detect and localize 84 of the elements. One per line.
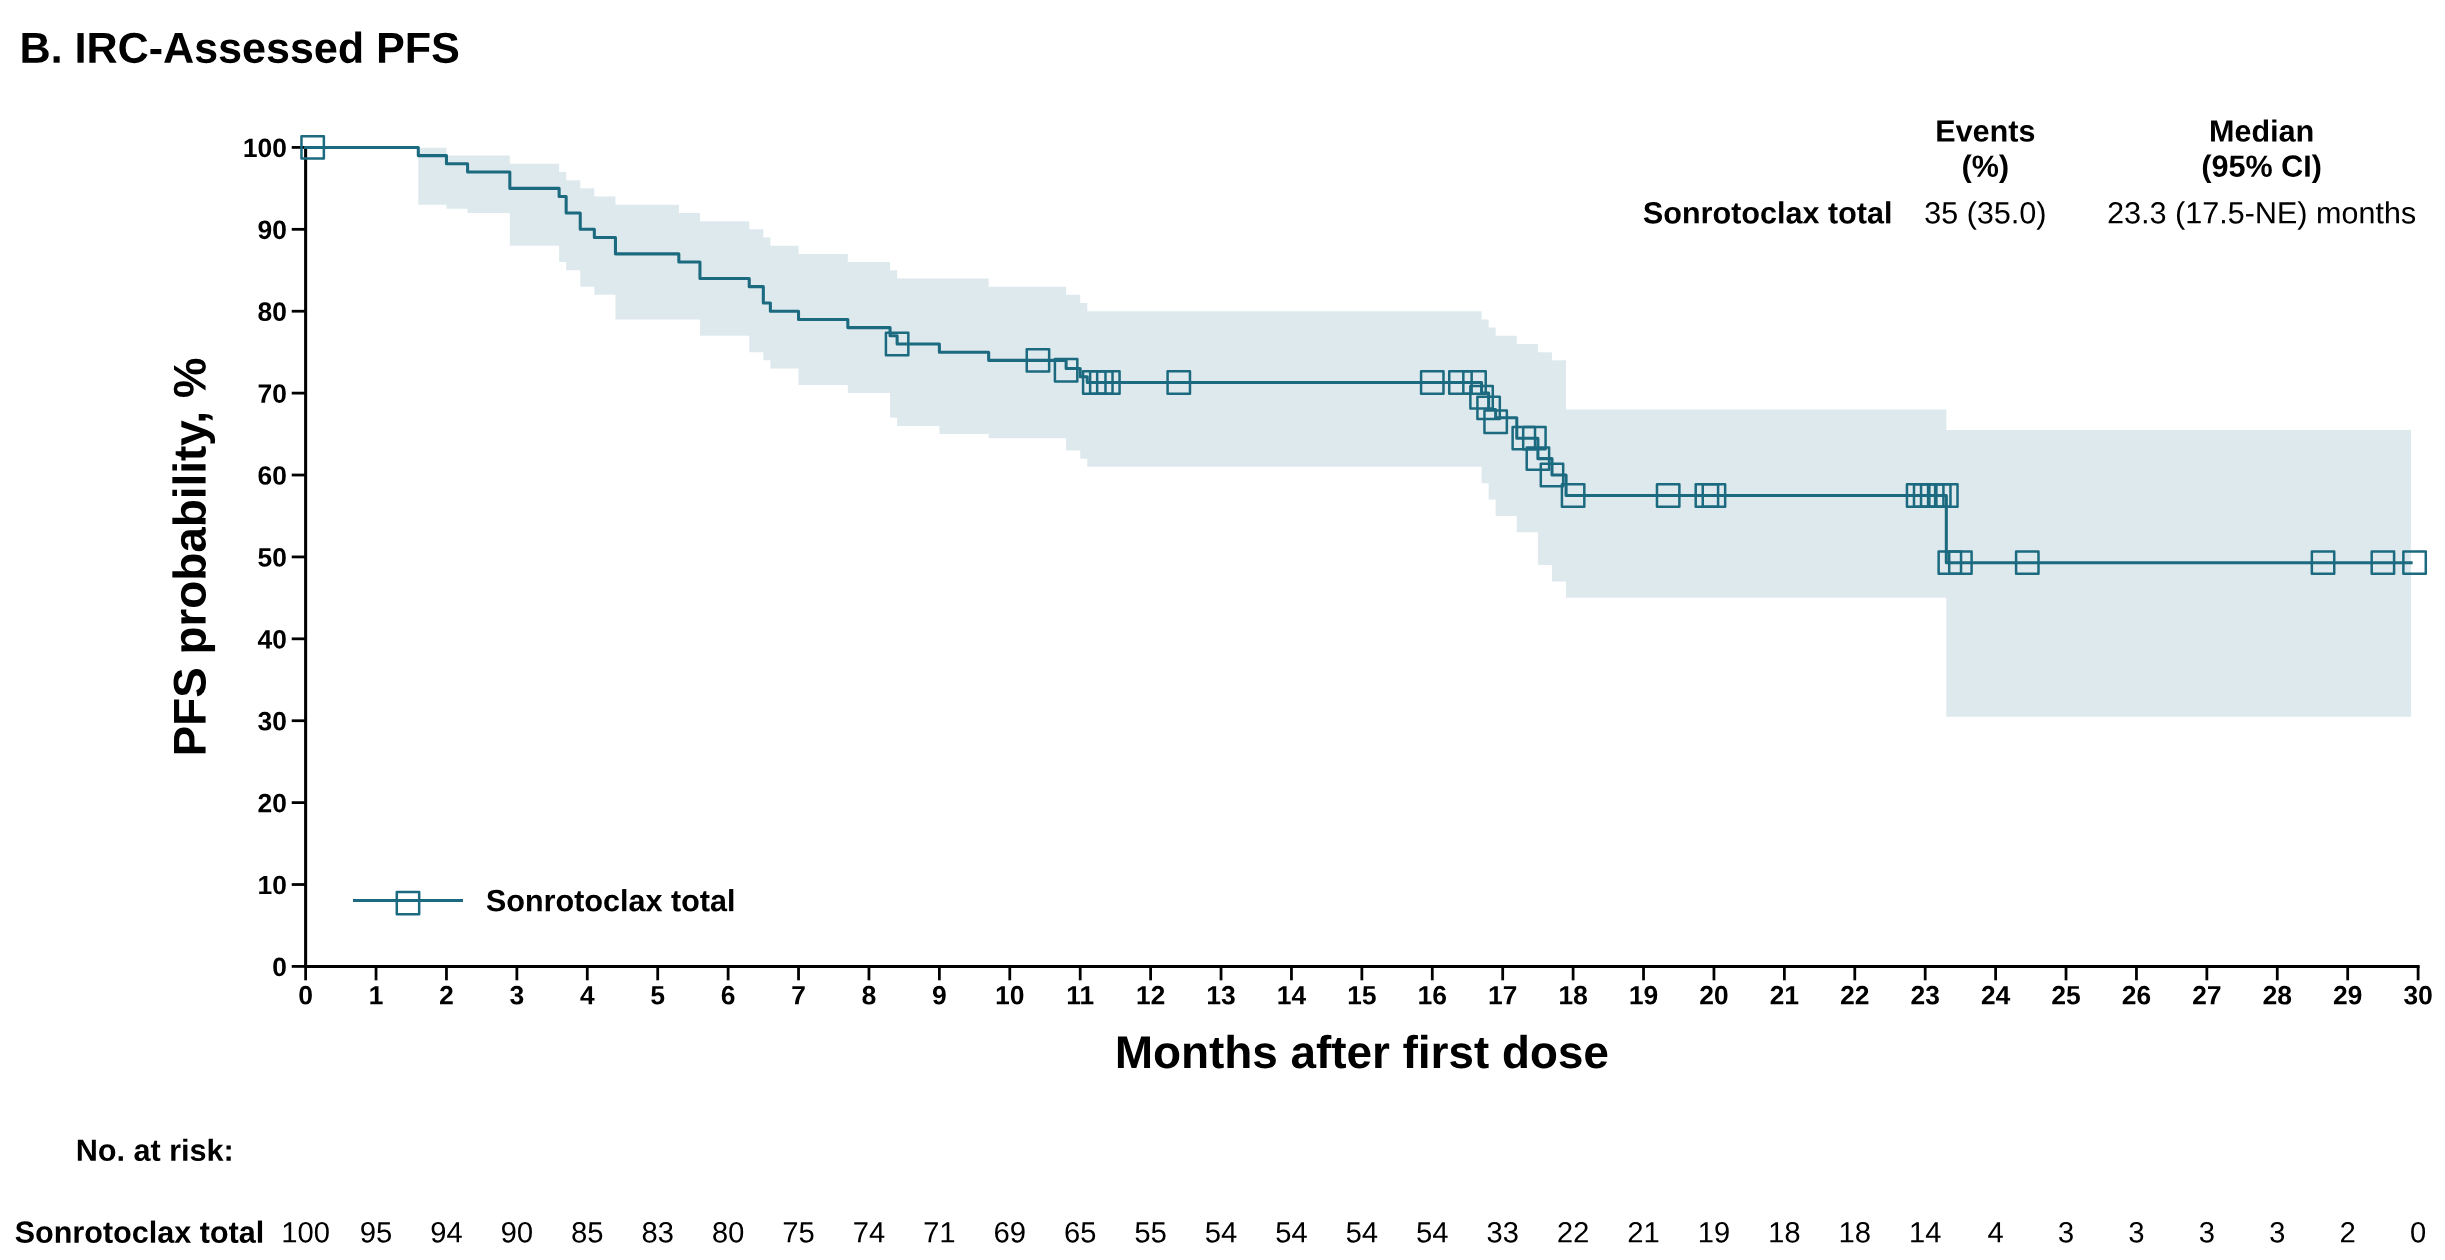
x-tick-label: 12: [1137, 985, 1165, 1005]
text: 65: [1065, 1221, 1096, 1243]
x-tick-label: 1: [370, 986, 383, 1005]
x-tick-label: 30: [2404, 985, 2432, 1005]
text: 71: [924, 1222, 955, 1243]
text: 85: [572, 1221, 603, 1243]
x-tick-label: 7: [792, 986, 805, 1005]
text: 14: [1911, 1222, 1941, 1243]
x-tick-label: 3: [510, 985, 524, 1005]
text: 69: [995, 1221, 1025, 1243]
annotation: 35 (35.0): [1925, 201, 2045, 230]
text: 90: [502, 1221, 532, 1243]
x-tick-label: 11: [1067, 986, 1094, 1005]
text: Sonrotoclax total: [15, 1220, 263, 1243]
x-tick-label: 19: [1630, 985, 1658, 1005]
x-tick-label: 17: [1489, 986, 1517, 1005]
text: 3: [2129, 1221, 2144, 1243]
x-tick-label: 26: [2122, 985, 2151, 1005]
x-tick-label: 28: [2263, 985, 2292, 1005]
y-tick-label: 60: [258, 466, 286, 485]
text: 19: [1699, 1221, 1729, 1243]
x-tick-label: 21: [1770, 985, 1799, 1005]
x-tick-label: 6: [721, 985, 735, 1005]
annotation: Events (%): [1937, 120, 2035, 183]
text: 80: [713, 1221, 744, 1243]
text: 54: [1205, 1222, 1237, 1243]
text: 74: [854, 1222, 885, 1243]
legend-label: Sonrotoclax total: [486, 889, 734, 912]
text: 0: [2411, 1221, 2426, 1243]
text: No. at risk:: [77, 1138, 231, 1162]
text: 75: [783, 1222, 814, 1243]
x-tick-label: 18: [1560, 985, 1587, 1005]
text: 95: [361, 1221, 392, 1243]
x-tick-label: 27: [2193, 985, 2221, 1005]
x-tick-label: 10: [996, 985, 1024, 1005]
text: 54: [1417, 1222, 1448, 1243]
x-tick-label: 9: [932, 985, 946, 1005]
x-tick-label: 13: [1208, 985, 1235, 1005]
y-tick-label: 0: [273, 957, 286, 977]
text: 83: [642, 1221, 673, 1243]
text: 3: [2199, 1221, 2214, 1243]
text: 21: [1628, 1221, 1659, 1243]
x-tick-label: 16: [1419, 985, 1446, 1005]
text: 22: [1558, 1221, 1588, 1243]
x-tick-label: 4: [580, 986, 595, 1005]
y-tick-label: 20: [258, 793, 286, 813]
chart-title: B. IRC-Assessed PFS: [22, 31, 459, 64]
text: 100: [283, 1221, 329, 1243]
text: 94: [431, 1221, 462, 1243]
y-tick-label: 30: [258, 711, 286, 731]
x-tick-label: 23: [1911, 985, 1939, 1005]
text: 18: [1840, 1221, 1870, 1243]
annotation: Median (95% CI): [2202, 119, 2321, 183]
y-tick-label: 50: [258, 548, 286, 567]
text: 54: [1346, 1222, 1378, 1243]
text: 2: [2341, 1221, 2355, 1243]
x-tick-label: 2: [440, 985, 453, 1005]
text: 55: [1135, 1222, 1166, 1243]
annotation: Sonrotoclax total: [1643, 201, 1891, 224]
text: 3: [2059, 1221, 2073, 1243]
x-tick-label: 8: [862, 985, 876, 1005]
x-tick-label: 15: [1348, 986, 1376, 1005]
annotation: 23.3 (17.5-NE) months: [2108, 201, 2416, 230]
y-tick-label: 90: [258, 220, 286, 240]
text: 3: [2270, 1221, 2285, 1243]
x-tick-label: 22: [1841, 985, 1869, 1005]
y-tick-label: 100: [244, 138, 286, 158]
text: 54: [1276, 1222, 1307, 1243]
x-tick-label: 0: [299, 985, 312, 1005]
x-tick-label: 29: [2333, 985, 2362, 1005]
text: 4: [1988, 1222, 2003, 1243]
x-tick-label: 14: [1278, 986, 1306, 1005]
text: 18: [1770, 1221, 1800, 1243]
y-axis-title: PFS probability, %: [172, 358, 216, 754]
y-tick-label: 70: [258, 384, 286, 403]
x-tick-label: 25: [2052, 985, 2080, 1005]
x-axis-title: Months after first dose: [1117, 1034, 1608, 1069]
text: 33: [1487, 1221, 1518, 1243]
x-tick-label: 5: [651, 986, 665, 1005]
x-tick-label: 24: [1981, 985, 2011, 1005]
y-tick-label: 80: [258, 302, 286, 322]
y-tick-label: 10: [259, 875, 286, 895]
y-tick-label: 40: [257, 629, 286, 649]
x-tick-label: 20: [1700, 985, 1728, 1005]
